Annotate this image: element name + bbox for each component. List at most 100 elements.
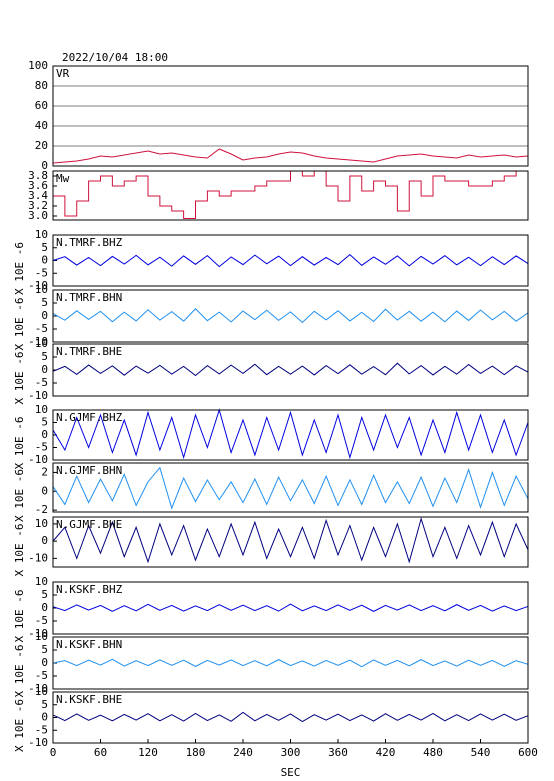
y-tick-label: 0 <box>41 309 48 322</box>
panel-frame <box>52 636 529 690</box>
panel-frame <box>52 691 529 744</box>
y-tick-label: 0 <box>41 428 48 441</box>
x-tick-label: 240 <box>233 746 253 759</box>
x-tick-label: 600 <box>518 746 538 759</box>
y-tick-label: 0 <box>41 656 48 669</box>
y-tick-label: 0 <box>41 484 48 497</box>
y-tick-label: 10 <box>35 403 48 416</box>
y-axis-label: X 10E -6 <box>13 298 26 351</box>
panel-frame <box>52 516 529 568</box>
y-tick-label: 10 <box>35 630 48 643</box>
panel-label: N.GJMF.BHZ <box>56 411 123 424</box>
x-tick-label: 0 <box>50 746 57 759</box>
y-tick-label: -10 <box>28 389 48 402</box>
panel-label: N.TMRF.BHE <box>56 345 122 358</box>
trace <box>52 253 529 268</box>
y-tick-label: 3.2 <box>28 199 48 212</box>
trace <box>52 148 529 164</box>
trace <box>52 362 529 377</box>
y-tick-label: 10 <box>35 575 48 588</box>
y-tick-label: 0 <box>41 534 48 547</box>
x-tick-label: 180 <box>186 746 206 759</box>
panel-label: N.GJMF.BHE <box>56 518 122 531</box>
y-tick-label: 80 <box>35 79 48 92</box>
trace <box>52 516 529 564</box>
y-tick-label: 5 <box>41 588 48 601</box>
y-tick-label: 0 <box>41 254 48 267</box>
panel-label: N.GJMF.BHN <box>56 464 122 477</box>
x-tick-label: 120 <box>138 746 158 759</box>
y-tick-label: -5 <box>35 322 48 335</box>
y-tick-label: 0 <box>41 601 48 614</box>
y-tick-label: 10 <box>35 517 48 530</box>
y-tick-label: 100 <box>28 59 48 72</box>
y-tick-label: -5 <box>35 376 48 389</box>
y-tick-label: 0 <box>41 363 48 376</box>
y-axis-label: X 10E -6 <box>13 469 26 522</box>
panel-frame <box>52 581 529 635</box>
panel-label: N.TMRF.BHN <box>56 291 122 304</box>
y-tick-label: 2 <box>41 465 48 478</box>
panel-label: N.KSKF.BHN <box>56 638 122 651</box>
y-tick-label: 0 <box>41 711 48 724</box>
panel-frame <box>52 234 529 287</box>
trace <box>52 603 529 612</box>
y-axis-label: X 10E -6 <box>13 645 26 698</box>
y-tick-label: 5 <box>41 698 48 711</box>
y-axis-label: X 10E -6 <box>13 417 26 470</box>
panel-label: Mw <box>56 172 70 185</box>
y-axis-label: X 10E -6 <box>13 242 26 295</box>
y-tick-label: -10 <box>28 627 48 640</box>
panel-label: N.KSKF.BHZ <box>56 583 123 596</box>
y-tick-label: -5 <box>35 441 48 454</box>
y-tick-label: -10 <box>28 736 48 749</box>
y-axis-label: X 10E -6 <box>13 524 26 577</box>
panel-label: VR <box>56 67 70 80</box>
y-tick-label: -2 <box>35 503 48 516</box>
y-tick-label: -10 <box>28 279 48 292</box>
panel-label: N.KSKF.BHE <box>56 693 122 706</box>
y-tick-label: -5 <box>35 723 48 736</box>
y-tick-label: 3.8 <box>28 169 48 182</box>
y-axis-label: X 10E -6 <box>13 590 26 643</box>
y-tick-label: 20 <box>35 139 48 152</box>
trace <box>53 170 529 219</box>
y-tick-label: 10 <box>35 283 48 296</box>
trace <box>52 711 529 723</box>
y-tick-label: -10 <box>28 335 48 348</box>
y-tick-label: 5 <box>41 241 48 254</box>
chart-title: 2022/10/04 18:00 <box>62 51 168 64</box>
y-tick-label: 40 <box>35 119 48 132</box>
y-tick-label: 10 <box>35 337 48 350</box>
panel-frame <box>52 409 529 461</box>
y-tick-label: 60 <box>35 99 48 112</box>
x-tick-label: 420 <box>376 746 396 759</box>
trace <box>52 466 529 510</box>
y-tick-label: 5 <box>41 350 48 363</box>
y-tick-label: 5 <box>41 416 48 429</box>
y-axis-label: X 10E -6 <box>13 352 26 405</box>
x-tick-label: 300 <box>281 746 301 759</box>
panel-frame <box>52 289 529 343</box>
x-tick-label: 540 <box>471 746 491 759</box>
y-tick-label: -5 <box>35 266 48 279</box>
y-tick-label: 5 <box>41 643 48 656</box>
x-tick-label: 60 <box>94 746 107 759</box>
x-tick-label: 480 <box>423 746 443 759</box>
trace <box>52 308 529 324</box>
trace <box>52 658 529 668</box>
y-tick-label: 0 <box>41 159 48 172</box>
y-tick-label: -10 <box>28 682 48 695</box>
y-tick-label: 3.4 <box>28 189 48 202</box>
y-tick-label: -5 <box>35 669 48 682</box>
x-tick-label: 360 <box>328 746 348 759</box>
panel-frame <box>52 170 529 221</box>
y-tick-label: 3.0 <box>28 209 48 222</box>
panel-frame <box>52 65 529 167</box>
panel-label: N.TMRF.BHZ <box>56 236 123 249</box>
y-tick-label: 10 <box>35 685 48 698</box>
y-axis-label: X 10E -6 <box>13 699 26 752</box>
y-tick-label: 10 <box>35 228 48 241</box>
y-tick-label: -5 <box>35 614 48 627</box>
